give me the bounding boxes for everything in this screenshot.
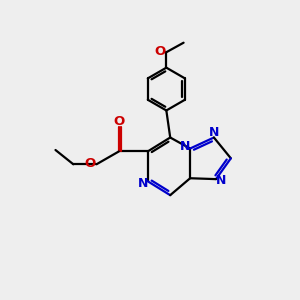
Text: O: O xyxy=(85,158,96,170)
Text: N: N xyxy=(137,177,148,190)
Text: N: N xyxy=(216,173,226,187)
Text: N: N xyxy=(209,126,220,139)
Text: N: N xyxy=(180,140,190,153)
Text: O: O xyxy=(154,45,165,58)
Text: O: O xyxy=(113,115,125,128)
